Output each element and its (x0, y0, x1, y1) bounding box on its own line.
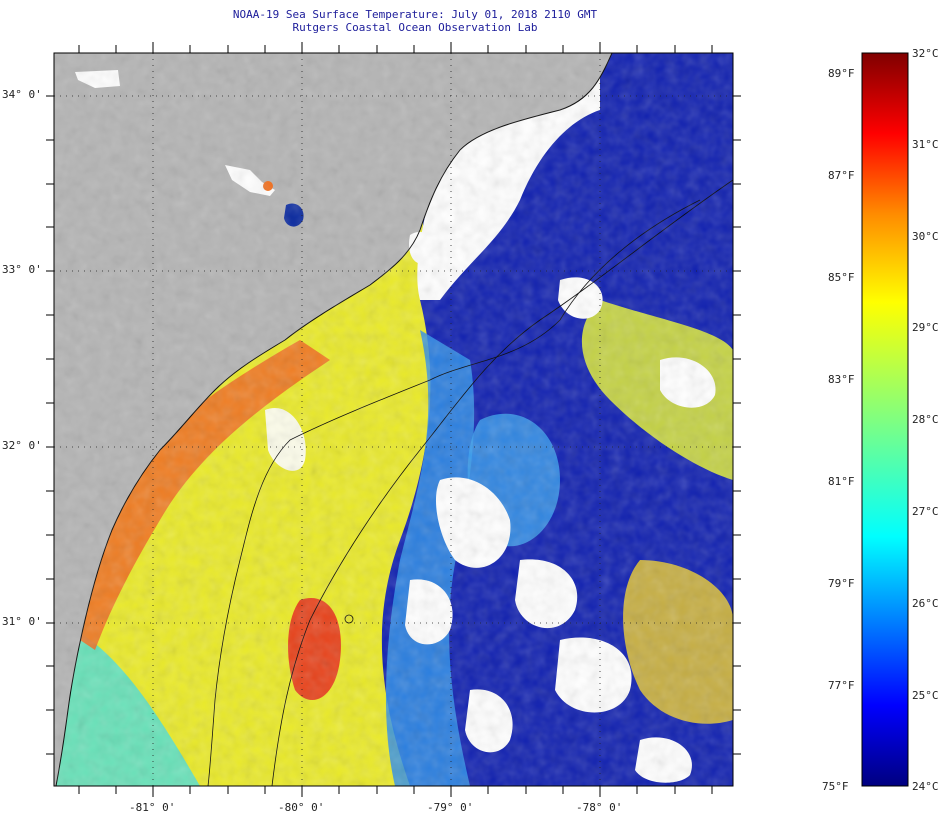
chart-subtitle: Rutgers Coastal Ocean Observation Lab (292, 21, 538, 34)
cb-c-28: 28°C (912, 413, 939, 426)
cb-f-83: 83°F (828, 373, 855, 386)
cb-c-32: 32°C (912, 47, 939, 60)
graticule (54, 53, 733, 786)
map-frame (53, 52, 734, 787)
lat-label-32: 32° 0' (2, 439, 42, 452)
lat-label-34: 34° 0' (2, 88, 42, 101)
lat-label-33: 33° 0' (2, 263, 42, 276)
lon-label-78: -78° 0' (576, 801, 623, 814)
cb-c-26: 26°C (912, 597, 939, 610)
cb-c-30: 30°C (912, 230, 939, 243)
axis-ticks (46, 42, 741, 797)
cb-f-75: 75°F (822, 780, 849, 793)
cb-c-31: 31°C (912, 138, 939, 151)
cb-f-85: 85°F (828, 271, 855, 284)
chart-title: NOAA-19 Sea Surface Temperature: July 01… (232, 8, 598, 21)
cb-c-25: 25°C (912, 689, 939, 702)
colorbar-frame (861, 52, 909, 787)
cb-c-29: 29°C (912, 321, 939, 334)
cb-c-27: 27°C (912, 505, 939, 518)
cb-f-79: 79°F (828, 577, 855, 590)
lon-label-79: -79° 0' (427, 801, 474, 814)
lon-label-80: -80° 0' (278, 801, 325, 814)
cb-f-87: 87°F (828, 169, 855, 182)
cb-f-81: 81°F (828, 475, 855, 488)
cb-c-24: 24°C (912, 780, 939, 793)
colorbar-gradient (862, 53, 908, 786)
cb-f-89: 89°F (828, 67, 855, 80)
lat-label-31: 31° 0' (2, 615, 42, 628)
cb-f-77: 77°F (828, 679, 855, 692)
lon-label-81: -81° 0' (129, 801, 176, 814)
